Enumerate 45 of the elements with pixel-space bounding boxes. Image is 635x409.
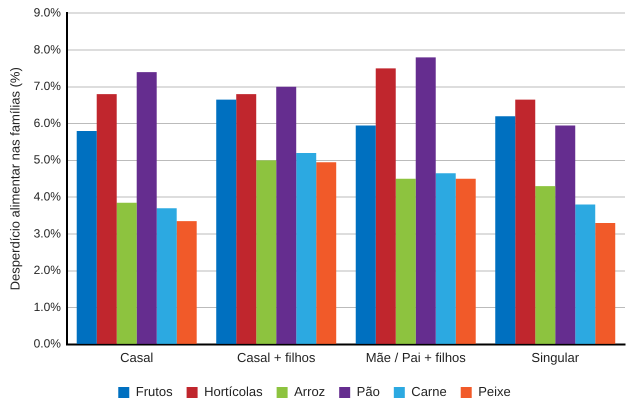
bar [436,173,456,344]
bar [316,162,336,344]
legend-label: Arroz [294,384,326,400]
legend-label: Carne [411,384,447,400]
legend-label: Peixe [478,384,511,400]
y-tick-label: 9.0% [34,6,62,20]
bar [276,86,296,344]
x-tick-label: Casal [120,350,154,365]
y-tick-label: 4.0% [34,190,62,204]
bar [595,222,616,344]
bar [296,153,316,344]
bar [376,68,396,344]
y-tick-label: 6.0% [34,116,62,130]
bar [555,125,576,344]
bar [216,100,236,344]
bar [256,160,276,344]
bar [416,57,436,344]
legend-label: Pão [356,384,380,400]
bar [96,94,117,344]
bar [535,186,556,344]
legend-label: Frutos [136,384,174,400]
bar [575,204,596,344]
y-tick-label: 7.0% [34,79,62,94]
y-tick-label: 5.0% [34,152,62,167]
bar [396,178,416,344]
x-tick-label: Casal + filhos [237,350,316,365]
y-tick-label: 8.0% [34,42,62,56]
legend-label: Hortícolas [204,384,264,400]
bar [495,116,516,344]
bar [116,202,137,344]
y-tick-label: 2.0% [34,263,62,278]
bar [76,130,97,344]
bar [176,221,197,344]
y-tick-label: 1.0% [34,300,62,314]
x-tick-label: Mãe / Pai + filhos [366,350,466,365]
bar [456,178,476,344]
bar [156,208,177,344]
bar [136,72,157,344]
y-tick-label: 0.0% [34,336,62,351]
bar [356,125,376,344]
y-axis-title: Desperdício alimentar nas famílias (%) [7,67,22,290]
bar [236,94,256,344]
y-tick-label: 3.0% [34,226,62,240]
x-tick-label: Singular [531,350,580,365]
bar [515,100,536,344]
